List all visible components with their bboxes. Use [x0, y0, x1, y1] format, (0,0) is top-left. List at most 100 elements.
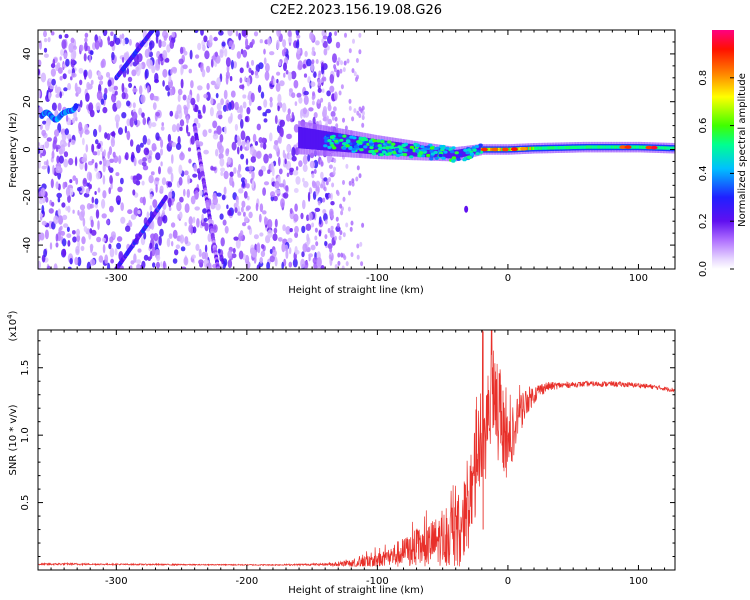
noise-cell — [320, 97, 324, 103]
noise-cell — [184, 203, 190, 214]
trace-core-cell — [327, 145, 332, 149]
noise-cell — [69, 258, 73, 265]
noise-cell — [102, 175, 106, 185]
noise-cell — [351, 178, 355, 184]
noise-cell — [155, 132, 160, 141]
noise-cell — [82, 137, 85, 146]
trace-core-cell — [376, 139, 381, 143]
noise-cell — [303, 181, 309, 188]
noise-cell — [66, 233, 72, 239]
noise-cell — [277, 237, 283, 242]
noise-cell — [307, 77, 311, 84]
noise-cell — [114, 37, 121, 45]
trace-core-cell — [395, 153, 401, 158]
trace-core-cell — [456, 157, 461, 161]
trace-core-cell — [334, 139, 339, 143]
noise-cell — [121, 92, 126, 100]
noise-cell — [237, 169, 241, 176]
trace-band-cell — [562, 146, 565, 150]
noise-cell — [254, 70, 259, 76]
noise-cell — [81, 157, 87, 163]
noise-cell — [356, 254, 360, 260]
noise-cell — [166, 237, 171, 248]
noise-cell — [348, 105, 352, 111]
noise-cell — [99, 160, 102, 165]
noise-cell — [294, 225, 299, 234]
noise-cell — [290, 70, 297, 80]
spectrogram-ytick-label: -20 — [22, 189, 33, 205]
noise-cell — [250, 59, 255, 66]
noise-cell — [197, 122, 201, 129]
noise-cell — [234, 134, 238, 144]
noise-cell — [332, 170, 336, 176]
noise-cell — [43, 248, 47, 258]
noise-cell — [327, 227, 331, 234]
noise-cell — [316, 257, 322, 267]
noise-cell — [94, 198, 99, 205]
noise-cell — [295, 41, 300, 49]
noise-cell — [258, 213, 262, 223]
noise-cell — [234, 101, 239, 111]
trace-core-cell — [338, 134, 343, 138]
noise-cell — [278, 61, 282, 67]
noise-cell — [202, 44, 206, 52]
noise-cell — [43, 53, 49, 58]
trace-core-cell — [349, 135, 354, 139]
noise-cell — [343, 60, 347, 66]
noise-cell — [72, 230, 76, 235]
noise-cell — [70, 139, 76, 146]
noise-cell — [203, 149, 209, 155]
noise-cell — [152, 199, 158, 208]
noise-cell — [358, 173, 362, 179]
trace-band-cell — [640, 145, 643, 149]
trace-band-cell — [665, 146, 668, 150]
noise-cell — [258, 137, 263, 144]
noise-cell — [310, 244, 316, 251]
trace-hotspot — [650, 145, 658, 150]
trace-envelope-cell — [450, 149, 453, 159]
trace-core-cell — [348, 146, 353, 150]
noise-cell — [169, 40, 175, 49]
noise-cell — [137, 210, 141, 215]
noise-cell — [146, 138, 151, 146]
noise-cell — [328, 32, 332, 37]
noise-cell — [330, 201, 335, 206]
noise-cell — [128, 38, 132, 46]
noise-cell — [46, 159, 49, 168]
trace-band-cell — [552, 146, 556, 150]
noise-cell — [251, 39, 255, 45]
trace-band-cell — [574, 145, 577, 149]
noise-cell — [278, 156, 281, 167]
noise-cell — [336, 222, 340, 228]
trace-core-cell — [327, 139, 332, 143]
trace-band-cell — [548, 146, 551, 150]
noise-cell — [302, 199, 306, 210]
noise-cell — [65, 187, 71, 197]
noise-cell — [74, 156, 78, 167]
noise-cell — [218, 114, 223, 120]
noise-cell — [292, 258, 298, 268]
trace-core-cell — [370, 149, 375, 153]
noise-cell — [246, 76, 251, 87]
noise-cell — [355, 176, 359, 182]
trace-core-cell — [389, 145, 394, 150]
noise-cell — [225, 74, 229, 85]
noise-cell — [216, 192, 222, 197]
noise-cell — [360, 261, 364, 267]
noise-cell — [49, 85, 55, 90]
noise-cell — [89, 228, 93, 234]
noise-cell — [294, 101, 298, 106]
noise-cell — [138, 85, 143, 95]
noise-cell — [333, 158, 337, 164]
noise-cell — [143, 254, 149, 261]
trace-core-cell — [369, 142, 374, 146]
noise-cell — [38, 89, 41, 99]
trace-core-cell — [409, 155, 414, 159]
trace-band-cell — [577, 145, 581, 149]
noise-cell — [238, 32, 242, 41]
noise-cell — [233, 61, 237, 69]
snr-exponent-label: (x104) — [6, 310, 19, 341]
noise-cell — [107, 79, 112, 88]
noise-cell — [276, 30, 281, 37]
noise-cell — [313, 169, 317, 174]
